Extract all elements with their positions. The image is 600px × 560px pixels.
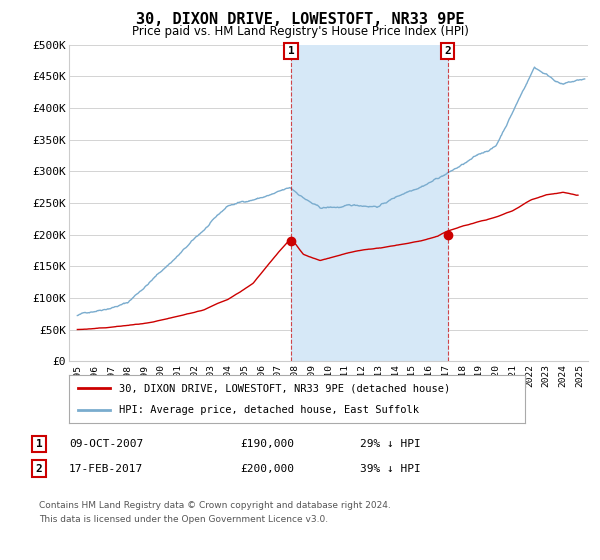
- Text: 39% ↓ HPI: 39% ↓ HPI: [360, 464, 421, 474]
- Bar: [291, 45, 448, 361]
- Text: £200,000: £200,000: [240, 464, 294, 474]
- Text: 17-FEB-2017: 17-FEB-2017: [69, 464, 143, 474]
- Text: 09-OCT-2007: 09-OCT-2007: [69, 439, 143, 449]
- Text: 1: 1: [35, 439, 43, 449]
- Text: 30, DIXON DRIVE, LOWESTOFT, NR33 9PE: 30, DIXON DRIVE, LOWESTOFT, NR33 9PE: [136, 12, 464, 27]
- Text: Price paid vs. HM Land Registry's House Price Index (HPI): Price paid vs. HM Land Registry's House …: [131, 25, 469, 38]
- Text: Contains HM Land Registry data © Crown copyright and database right 2024.: Contains HM Land Registry data © Crown c…: [39, 501, 391, 510]
- Text: £190,000: £190,000: [240, 439, 294, 449]
- Text: 2: 2: [445, 46, 451, 56]
- Text: 2: 2: [35, 464, 43, 474]
- Text: 29% ↓ HPI: 29% ↓ HPI: [360, 439, 421, 449]
- Text: 30, DIXON DRIVE, LOWESTOFT, NR33 9PE (detached house): 30, DIXON DRIVE, LOWESTOFT, NR33 9PE (de…: [119, 383, 451, 393]
- Text: 1: 1: [288, 46, 295, 56]
- Text: This data is licensed under the Open Government Licence v3.0.: This data is licensed under the Open Gov…: [39, 515, 328, 524]
- Text: HPI: Average price, detached house, East Suffolk: HPI: Average price, detached house, East…: [119, 405, 419, 415]
